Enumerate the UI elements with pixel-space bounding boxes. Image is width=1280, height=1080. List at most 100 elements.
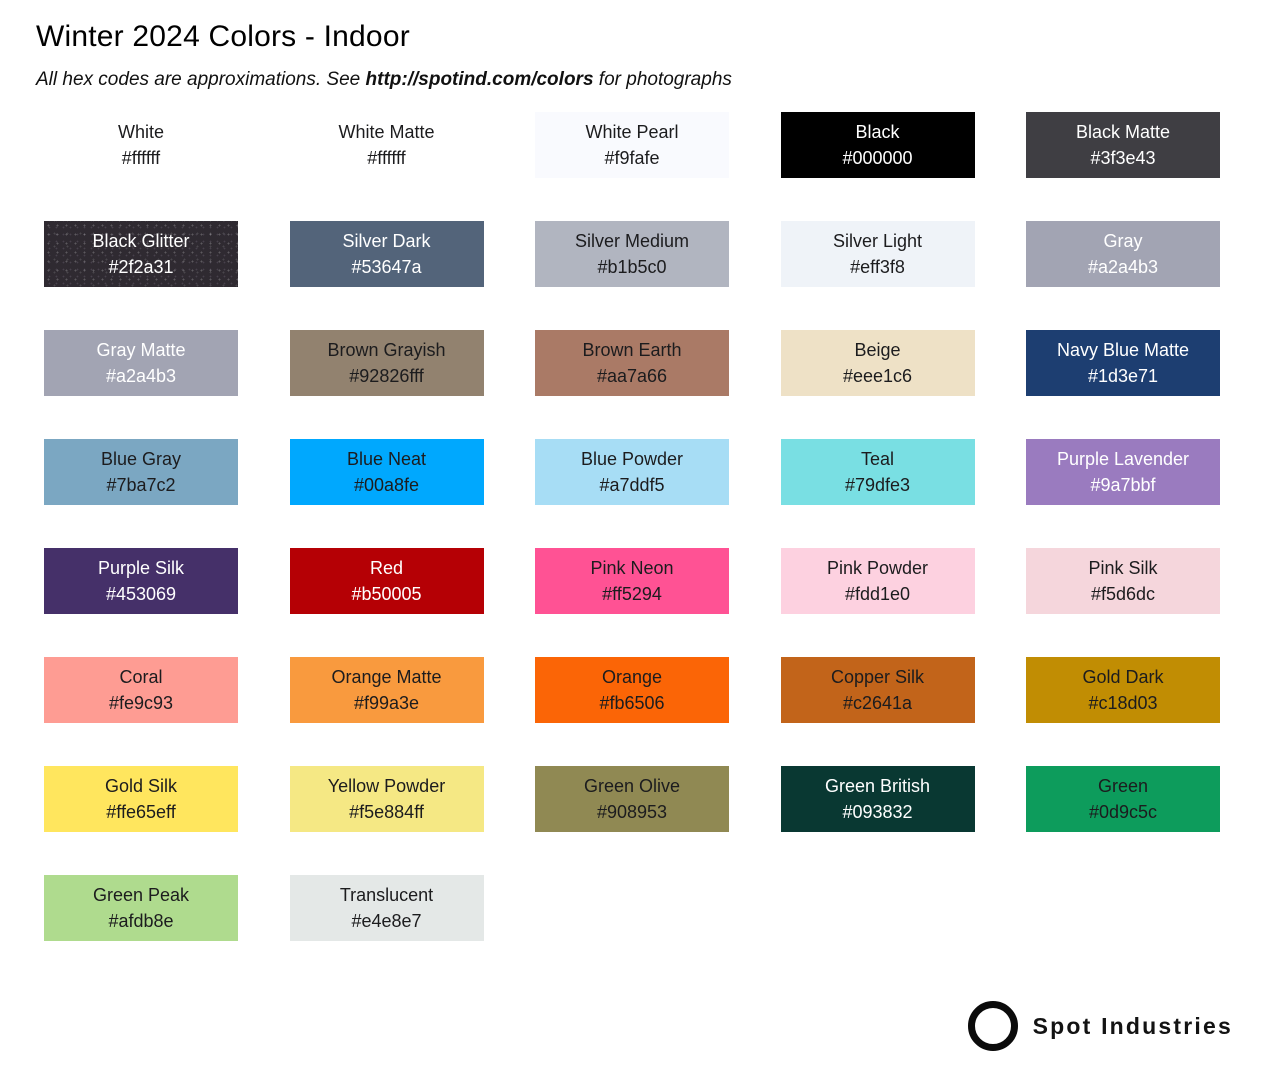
color-swatch-black-matte: Black Matte #3f3e43	[1026, 112, 1220, 178]
color-swatch-beige: Beige #eee1c6	[780, 330, 975, 396]
swatch-name: Coral	[119, 667, 163, 687]
swatch-name: Silver Dark	[342, 231, 431, 251]
swatch-hex: #b1b5c0	[597, 257, 667, 277]
color-swatch-purple-lavender: Purple Lavender #9a7bbf	[1026, 439, 1220, 505]
swatch-name: Blue Gray	[100, 449, 182, 469]
swatch-hex: #b50005	[351, 584, 422, 604]
brand-name: Spot Industries	[1032, 1012, 1233, 1039]
swatch-hex: #53647a	[351, 257, 422, 277]
swatch-hex: #c2641a	[842, 693, 913, 713]
color-swatch-silver-medium: Silver Medium #b1b5c0	[535, 221, 729, 287]
swatch-name: Blue Powder	[580, 449, 684, 469]
swatch-name: Copper Silk	[830, 667, 925, 687]
swatch-name: Gold Silk	[104, 776, 178, 796]
subtitle-prefix: All hex codes are approximations. See	[36, 69, 366, 90]
swatch-hex: #453069	[105, 584, 177, 604]
swatch-hex: #a2a4b3	[1087, 257, 1159, 277]
swatch-hex: #a2a4b3	[105, 366, 177, 386]
swatch-hex: #ffffff	[367, 148, 406, 168]
swatch-hex: #00a8fe	[353, 475, 420, 495]
swatch-hex: #fe9c93	[108, 693, 174, 713]
subtitle-suffix: for photographs	[593, 69, 732, 90]
swatch-hex: #908953	[596, 802, 668, 822]
color-swatch-white-matte: White Matte #ffffff	[289, 112, 484, 178]
swatch-name: Navy Blue Matte	[1056, 340, 1190, 360]
swatch-name: Black	[855, 122, 900, 142]
swatch-name: Blue Neat	[346, 449, 427, 469]
swatch-name: Pink Neon	[590, 558, 674, 578]
color-swatch-green-british: Green British #093832	[780, 766, 975, 832]
color-swatch-blue-neat: Blue Neat #00a8fe	[289, 439, 484, 505]
swatch-name: Yellow Powder	[327, 776, 446, 796]
swatch-hex: #7ba7c2	[106, 475, 176, 495]
swatch-name: Beige	[854, 340, 901, 360]
color-swatch-white-pearl: White Pearl #f9fafe	[535, 112, 729, 178]
swatch-name: Pink Powder	[826, 558, 929, 578]
color-swatch-pink-silk: Pink Silk #f5d6dc	[1026, 548, 1220, 614]
color-swatch-brown-grayish: Brown Grayish #92826fff	[289, 330, 484, 396]
swatch-name: Green Peak	[92, 885, 190, 905]
swatch-name: Gray Matte	[96, 340, 186, 360]
color-swatch-pink-powder: Pink Powder #fdd1e0	[780, 548, 975, 614]
color-swatch-teal: Teal #79dfe3	[780, 439, 975, 505]
swatch-name: Brown Earth	[582, 340, 682, 360]
subtitle-url: http://spotind.com/colors	[365, 69, 594, 90]
header: Winter 2024 Colors - Indoor All hex code…	[0, 0, 1280, 91]
swatch-name: Pink Silk	[1088, 558, 1158, 578]
color-swatch-silver-dark: Silver Dark #53647a	[289, 221, 484, 287]
swatch-name: Teal	[860, 449, 895, 469]
color-swatch-red: Red #b50005	[289, 548, 484, 614]
swatch-name: Green British	[824, 776, 931, 796]
swatch-hex: #000000	[842, 148, 913, 168]
swatch-name: Gold Dark	[1082, 667, 1164, 687]
page-title: Winter 2024 Colors - Indoor	[36, 20, 410, 53]
swatch-hex: #eee1c6	[842, 366, 913, 386]
subtitle: All hex codes are approximations. See ht…	[36, 69, 1244, 91]
swatch-name: White Matte	[338, 122, 435, 142]
swatch-name: White	[117, 122, 164, 142]
swatch-hex: #c18d03	[1088, 693, 1158, 713]
color-swatch-blue-gray: Blue Gray #7ba7c2	[44, 439, 238, 505]
swatch-hex: #f5e884ff	[349, 802, 424, 822]
color-swatch-yellow-powder: Yellow Powder #f5e884ff	[289, 766, 484, 832]
swatch-hex: #92826fff	[349, 366, 424, 386]
color-swatch-green-peak: Green Peak #afdb8e	[44, 875, 238, 941]
swatch-name: Black Glitter	[92, 231, 190, 251]
swatch-name: Silver Medium	[574, 231, 690, 251]
swatch-hex: #a7ddf5	[599, 475, 665, 495]
swatch-hex: #eff3f8	[850, 257, 905, 277]
swatch-hex: #ffffff	[121, 148, 161, 168]
swatch-hex: #0d9c5c	[1088, 802, 1158, 822]
swatch-hex: #79dfe3	[844, 475, 911, 495]
swatch-hex: #fb6506	[599, 693, 665, 713]
color-swatch-coral: Coral #fe9c93	[44, 657, 238, 723]
swatch-name: Black Matte	[1075, 122, 1171, 142]
color-swatch-pink-neon: Pink Neon #ff5294	[535, 548, 729, 614]
swatch-name: Translucent	[339, 885, 434, 905]
swatch-hex: #9a7bbf	[1090, 475, 1156, 495]
swatch-hex: #e4e8e7	[351, 911, 422, 931]
swatch-hex: #ffe65eff	[106, 802, 176, 822]
swatch-hex: #aa7a66	[596, 366, 668, 386]
swatch-name: White Pearl	[585, 122, 679, 142]
color-swatch-grid: White #ffffff White Matte #ffffff White Pear…	[44, 112, 1220, 941]
swatch-hex: #fdd1e0	[844, 584, 911, 604]
color-swatch-translucent: Translucent #e4e8e7	[289, 875, 484, 941]
color-swatch-gold-silk: Gold Silk #ffe65eff	[44, 766, 238, 832]
swatch-name: Purple Silk	[97, 558, 185, 578]
color-swatch-gray-matte: Gray Matte #a2a4b3	[44, 330, 238, 396]
ring-icon	[967, 1001, 1018, 1051]
swatch-hex: #f99a3e	[353, 693, 420, 713]
swatch-hex: #afdb8e	[108, 911, 174, 931]
swatch-hex: #f5d6dc	[1090, 584, 1156, 604]
swatch-name: Green Olive	[583, 776, 681, 796]
swatch-hex: #3f3e43	[1090, 148, 1156, 168]
color-swatch-orange-matte: Orange Matte #f99a3e	[289, 657, 484, 723]
swatch-name: Purple Lavender	[1056, 449, 1190, 469]
swatch-name: Silver Light	[832, 231, 923, 251]
color-swatch-green-olive: Green Olive #908953	[535, 766, 729, 832]
swatch-name: Brown Grayish	[327, 340, 446, 360]
swatch-name: Orange	[601, 667, 663, 687]
swatch-hex: #ff5294	[602, 584, 662, 604]
color-swatch-black-glitter: Black Glitter #2f2a31	[44, 221, 238, 287]
